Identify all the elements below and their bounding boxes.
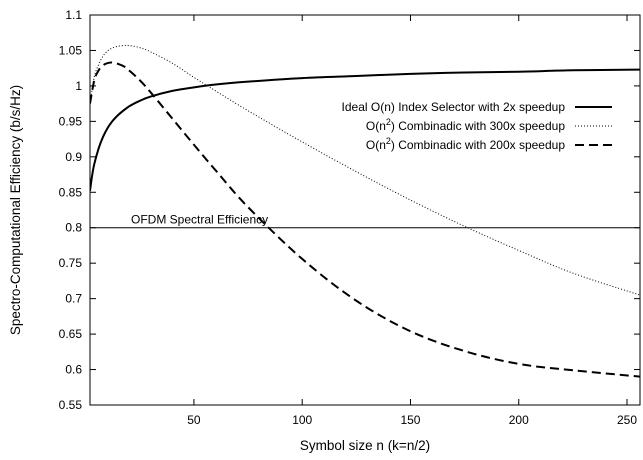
series-line-2	[90, 44, 640, 296]
x-tick-label: 250	[617, 413, 637, 427]
ticks: 50 100 150 200 250 0.55 0.6 0.65 0.7 0.75 0.8 0.85 0…	[59, 8, 640, 427]
y-tick-label: 0.6	[65, 363, 82, 377]
y-tick-label: 1	[75, 79, 82, 93]
legend-label-2: O(n2) Combinadic with 300x speedup	[366, 117, 565, 133]
y-tick-label: 0.8	[65, 221, 82, 235]
y-tick-label: 1.05	[59, 43, 83, 57]
legend-label-1: Ideal O(n) Index Selector with 2x speedu…	[342, 100, 566, 114]
series-line-1	[90, 68, 640, 191]
legend: Ideal O(n) Index Selector with 2x speedu…	[342, 100, 612, 152]
series-line-3	[90, 61, 640, 378]
y-axis-title: Spectro-Computational Efficiency (b/s/Hz…	[8, 85, 23, 335]
x-tick-label: 50	[187, 413, 201, 427]
y-tick-label: 0.85	[59, 185, 83, 199]
x-tick-label: 150	[400, 413, 420, 427]
y-tick-label: 0.65	[59, 327, 83, 341]
y-tick-label: 0.9	[65, 150, 82, 164]
y-tick-label: 1.1	[65, 8, 82, 22]
x-axis-title: Symbol size n (k=n/2)	[300, 438, 430, 453]
annotations: OFDM Spectral Efficiency	[90, 213, 640, 229]
legend-label-3: O(n2) Combinadic with 200x speedup	[366, 136, 565, 152]
reference-line-label: OFDM Spectral Efficiency	[131, 213, 268, 227]
axes	[89, 14, 641, 406]
x-tick-label: 100	[292, 413, 312, 427]
y-tick-label: 0.95	[59, 114, 83, 128]
x-tick-label: 200	[509, 413, 529, 427]
y-tick-label: 0.75	[59, 256, 83, 270]
series-group	[90, 44, 640, 378]
y-tick-label: 0.55	[59, 398, 83, 412]
plot-frame	[89, 14, 641, 406]
y-tick-label: 0.7	[65, 292, 82, 306]
